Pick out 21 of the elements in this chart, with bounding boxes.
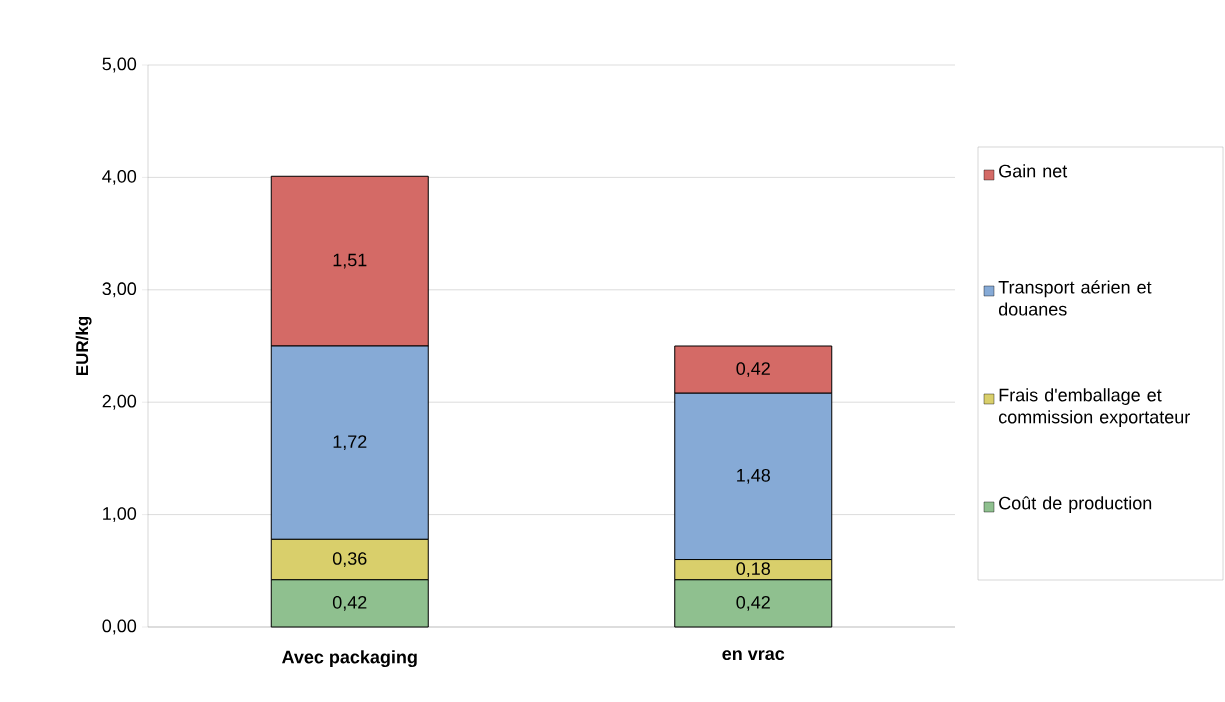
y-tick-label: 1,00: [103, 507, 137, 523]
legend-label: Coût de production: [999, 496, 1152, 514]
legend-label: Frais d'emballage et commission exportateur: [998, 388, 1190, 427]
data-label: 0,42: [332, 595, 367, 611]
data-label: 0,18: [736, 562, 770, 578]
y-tick-label: 3,00: [102, 282, 137, 298]
data-label: 0,42: [736, 362, 770, 378]
x-tick-label: en vrac: [722, 650, 785, 661]
data-label: 0,36: [332, 552, 367, 567]
y-tick-label: 5,00: [102, 57, 137, 73]
x-tick-label: Avec packaging: [282, 650, 417, 668]
y-tick-label: 0,00: [102, 619, 137, 635]
data-label: 0,42: [736, 595, 770, 611]
y-axis-title: EUR/kg: [75, 316, 92, 376]
data-label: 1,72: [333, 435, 367, 451]
legend-label: Gain net: [999, 164, 1068, 178]
legend-label: Transport aérien et douanes: [998, 280, 1152, 316]
y-tick-label: 2,00: [102, 394, 137, 410]
data-label: 1,48: [737, 468, 770, 484]
data-label: 1,51: [333, 253, 367, 269]
y-tick-label: 4,00: [102, 169, 137, 185]
